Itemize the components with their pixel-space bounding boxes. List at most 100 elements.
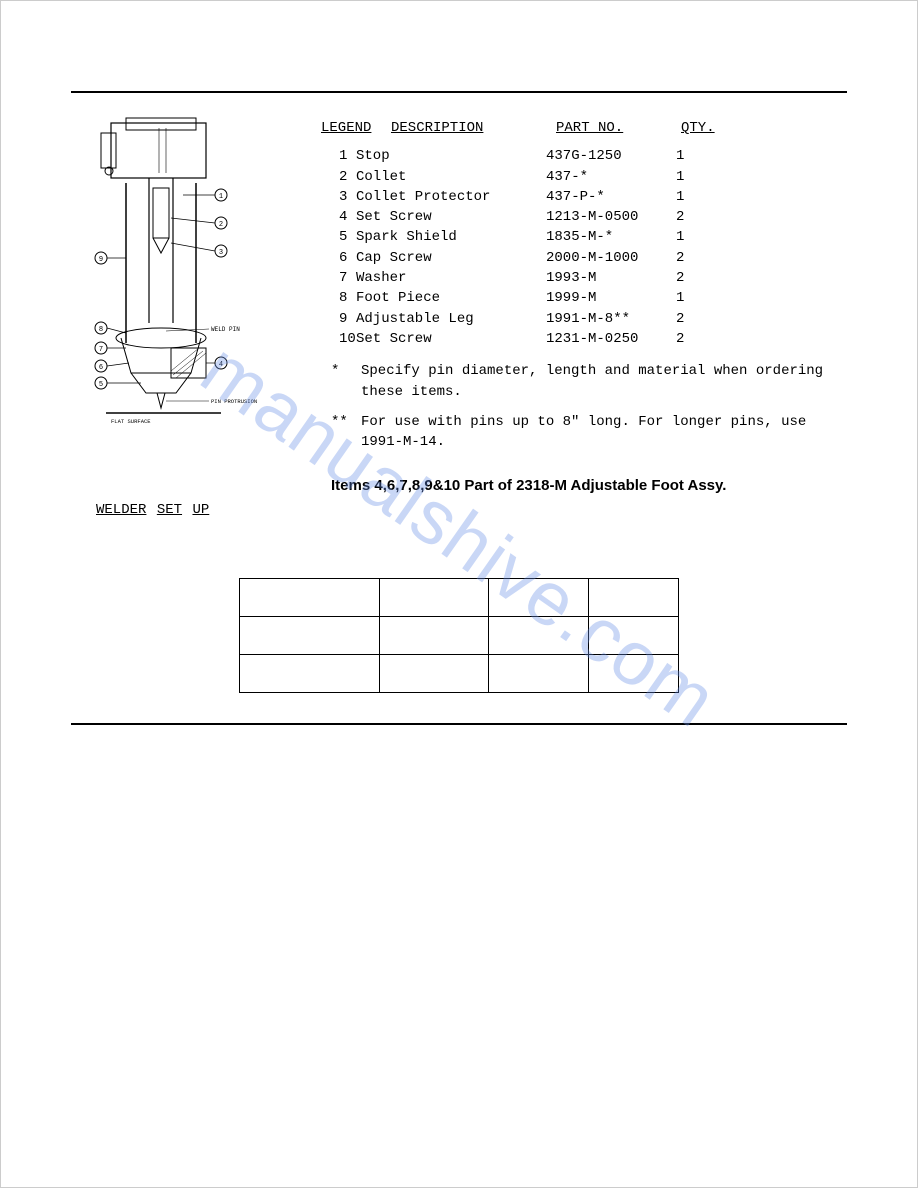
table-row: [240, 655, 679, 693]
legend-hdr-qty: QTY.: [681, 118, 715, 138]
legend-qty: 1: [676, 288, 684, 308]
legend-row: 7Washer1993-M2: [321, 268, 847, 288]
table-cell: [240, 655, 380, 693]
callout-2: 2: [219, 221, 223, 229]
welder-diagram: 1 2 3 8 7 6 5 9: [71, 113, 301, 443]
legend-hdr-description: DESCRIPTION: [391, 118, 556, 138]
legend-row: 9Adjustable Leg1991-M-8**2: [321, 309, 847, 329]
legend-qty: 2: [676, 207, 684, 227]
legend-qty: 1: [676, 227, 684, 247]
callout-6: 6: [99, 364, 103, 372]
note-1-marker: *: [321, 361, 361, 402]
welder-setup-w2: SET: [157, 502, 182, 518]
callout-5: 5: [99, 381, 103, 389]
legend-part: 1231-M-0250: [546, 329, 676, 349]
table-cell: [240, 617, 380, 655]
top-rule: [71, 91, 847, 93]
legend-num: 3: [321, 187, 356, 207]
note-1: * Specify pin diameter, length and mater…: [321, 361, 847, 402]
table-cell: [489, 655, 589, 693]
legend-row: 2Collet437-*1: [321, 167, 847, 187]
callout-1: 1: [219, 193, 223, 201]
callout-3: 3: [219, 249, 223, 257]
callout-7: 7: [99, 346, 103, 354]
legend-part: 1835-M-*: [546, 227, 676, 247]
table-cell: [589, 579, 679, 617]
legend-desc: Stop: [356, 146, 546, 166]
callout-8: 8: [99, 326, 103, 334]
legend-qty: 1: [676, 167, 684, 187]
legend-desc: Foot Piece: [356, 288, 546, 308]
legend-row: 8Foot Piece1999-M1: [321, 288, 847, 308]
table-cell: [489, 617, 589, 655]
legend-qty: 2: [676, 309, 684, 329]
legend-num: 7: [321, 268, 356, 288]
legend-row: 5Spark Shield1835-M-*1: [321, 227, 847, 247]
legend-hdr-partno: PART NO.: [556, 118, 681, 138]
legend-part: 1991-M-8**: [546, 309, 676, 329]
table-cell: [379, 655, 489, 693]
table-cell: [240, 579, 380, 617]
main-figure-section: 1 2 3 8 7 6 5 9: [71, 113, 847, 462]
legend-desc: Collet: [356, 167, 546, 187]
legend-notes: * Specify pin diameter, length and mater…: [321, 361, 847, 452]
table-cell: [379, 579, 489, 617]
legend-num: 1: [321, 146, 356, 166]
table-cell: [589, 655, 679, 693]
legend-num: 10: [321, 329, 356, 349]
page-content: 1 2 3 8 7 6 5 9: [70, 60, 848, 1128]
legend-num: 2: [321, 167, 356, 187]
note-2-marker: **: [321, 412, 361, 453]
welder-setup-w3: UP: [192, 502, 209, 518]
legend-num: 8: [321, 288, 356, 308]
legend-qty: 2: [676, 268, 684, 288]
legend-row: 1Stop437G-12501: [321, 146, 847, 166]
legend-part: 2000-M-1000: [546, 248, 676, 268]
legend-qty: 2: [676, 248, 684, 268]
legend-row: 6Cap Screw2000-M-10002: [321, 248, 847, 268]
legend-num: 9: [321, 309, 356, 329]
legend-desc: Spark Shield: [356, 227, 546, 247]
legend-num: 6: [321, 248, 356, 268]
legend-qty: 2: [676, 329, 684, 349]
note-2-text: For use with pins up to 8" long. For lon…: [361, 412, 847, 453]
table-cell: [379, 617, 489, 655]
table-row: [240, 617, 679, 655]
legend-desc: Adjustable Leg: [356, 309, 546, 329]
legend-part: 437G-1250: [546, 146, 676, 166]
section-rule: [71, 723, 847, 725]
label-weld-pin: WELD PIN: [211, 326, 240, 333]
legend-num: 4: [321, 207, 356, 227]
label-pin-protrusion: PIN PROTRUSION: [211, 398, 257, 405]
legend-desc: Set Screw: [356, 329, 546, 349]
legend-part: 1993-M: [546, 268, 676, 288]
table-cell: [589, 617, 679, 655]
welder-setup-heading: WELDER SET UP: [71, 502, 847, 518]
legend-row: 4Set Screw1213-M-05002: [321, 207, 847, 227]
legend-part: 1999-M: [546, 288, 676, 308]
legend-part: 437-*: [546, 167, 676, 187]
table-cell: [489, 579, 589, 617]
welder-setup-w1: WELDER: [96, 502, 146, 518]
legend-rows: 1Stop437G-125012Collet437-*13Collet Prot…: [321, 146, 847, 349]
diagram-column: 1 2 3 8 7 6 5 9: [71, 113, 301, 462]
legend-part: 437-P-*: [546, 187, 676, 207]
legend-hdr-legend: LEGEND: [321, 118, 391, 138]
legend-header-row: LEGEND DESCRIPTION PART NO. QTY.: [321, 118, 847, 138]
label-flat-surface: FLAT SURFACE: [111, 418, 151, 425]
diagram-svg: 1 2 3 8 7 6 5 9: [71, 113, 301, 443]
note-1-text: Specify pin diameter, length and materia…: [361, 361, 847, 402]
legend-desc: Washer: [356, 268, 546, 288]
legend-qty: 1: [676, 187, 684, 207]
assembly-note: Items 4,6,7,8,9&10 Part of 2318-M Adjust…: [331, 477, 847, 494]
legend-desc: Collet Protector: [356, 187, 546, 207]
table-row: [240, 579, 679, 617]
callout-4: 4: [219, 361, 223, 369]
note-2: ** For use with pins up to 8" long. For …: [321, 412, 847, 453]
settings-table: [239, 578, 679, 693]
legend-desc: Set Screw: [356, 207, 546, 227]
legend-desc: Cap Screw: [356, 248, 546, 268]
legend-column: LEGEND DESCRIPTION PART NO. QTY. 1Stop43…: [321, 113, 847, 462]
legend-qty: 1: [676, 146, 684, 166]
legend-part: 1213-M-0500: [546, 207, 676, 227]
